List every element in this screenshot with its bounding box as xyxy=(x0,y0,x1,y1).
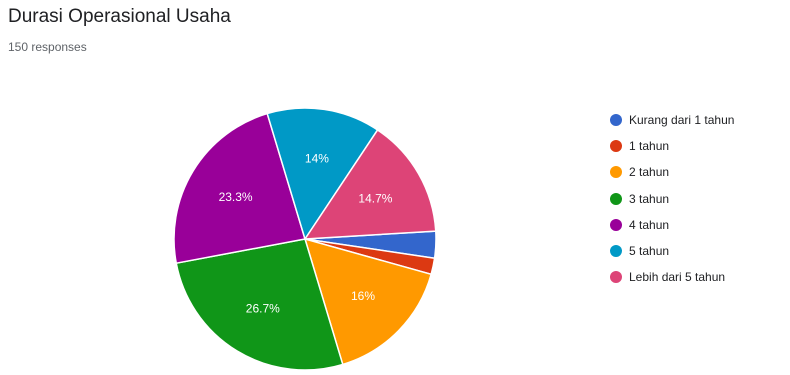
legend-item[interactable]: 1 tahun xyxy=(610,133,734,159)
legend-label: 4 tahun xyxy=(629,217,670,232)
legend-item[interactable]: 2 tahun xyxy=(610,159,734,185)
response-count: 150 responses xyxy=(8,40,87,54)
slice-label-7: 14.7% xyxy=(358,192,392,206)
pie-slice-5[interactable] xyxy=(173,112,306,265)
pie-chart: 16% 26.7% 23.3% 14% 14.7% xyxy=(173,107,437,371)
legend-item[interactable]: 3 tahun xyxy=(610,186,734,212)
slice-label-4: 26.7% xyxy=(246,301,280,315)
legend-swatch xyxy=(610,245,622,258)
chart-legend: Kurang dari 1 tahun 1 tahun 2 tahun 3 tahun… xyxy=(610,107,734,290)
pie-slice-4[interactable] xyxy=(175,238,344,371)
slice-label-6: 14% xyxy=(305,152,329,166)
legend-item[interactable]: Lebih dari 5 tahun xyxy=(610,264,734,290)
legend-label: 5 tahun xyxy=(629,244,670,259)
legend-label: Kurang dari 1 tahun xyxy=(629,113,735,128)
legend-swatch xyxy=(610,114,622,127)
legend-swatch xyxy=(610,218,622,231)
legend-label: 1 tahun xyxy=(629,139,670,154)
slice-label-5: 23.3% xyxy=(219,190,253,204)
legend-swatch xyxy=(610,166,622,179)
legend-swatch xyxy=(610,140,622,153)
legend-label: 2 tahun xyxy=(629,165,670,180)
pie-slice-7[interactable] xyxy=(303,128,437,240)
legend-swatch xyxy=(610,192,622,205)
pie-slice-6[interactable] xyxy=(266,107,379,241)
legend-item[interactable]: 5 tahun xyxy=(610,238,734,264)
pie-slice-3[interactable] xyxy=(303,237,433,366)
legend-item[interactable]: 4 tahun xyxy=(610,212,734,238)
slice-label-3: 16% xyxy=(351,289,375,303)
legend-label: Lebih dari 5 tahun xyxy=(629,270,726,285)
chart-title: Durasi Operasional Usaha xyxy=(8,6,231,27)
legend-swatch xyxy=(610,271,622,284)
legend-label: 3 tahun xyxy=(629,191,670,206)
legend-item[interactable]: Kurang dari 1 tahun xyxy=(610,107,734,133)
